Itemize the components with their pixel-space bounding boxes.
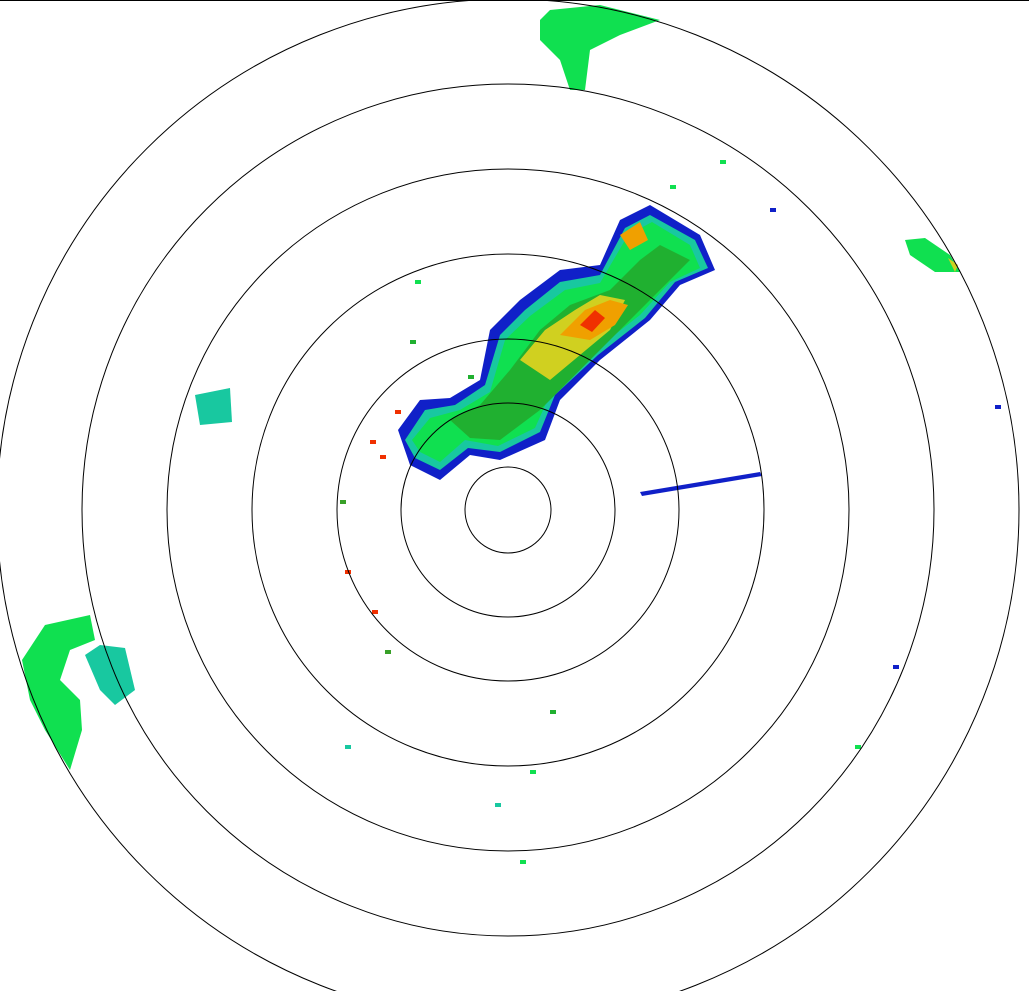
clutter-echo [345,570,351,574]
clutter-echo [995,405,1001,409]
clutter-echo [670,185,676,189]
echo-west-band [195,388,232,425]
range-ring-4 [251,253,765,767]
clutter-echo [893,665,899,669]
clutter-echo [372,610,378,614]
echo-mainline-max [580,310,605,332]
clutter-echo [380,455,386,459]
range-ring-3 [336,338,680,682]
clutter-echo [520,860,526,864]
clutter-echo [720,160,726,164]
clutter-echo [395,410,401,414]
clutter-echo [495,803,501,807]
clutter-echo [410,340,416,344]
range-ring-1 [464,466,552,554]
echo-southwest [22,615,95,770]
clutter-echo [530,770,536,774]
clutter-echo [468,375,474,379]
clutter-echo [415,280,421,284]
clutter-echo [370,440,376,444]
echo-radial-spike [640,472,762,496]
clutter-echo [855,745,861,749]
range-ring-6 [81,83,935,937]
echo-southwest-2 [85,645,135,705]
range-ring-5 [166,168,850,852]
echo-east-edge-core [948,258,958,272]
clutter-echo [770,208,776,212]
clutter-echo [340,500,346,504]
range-ring-2 [400,402,616,618]
clutter-echo [345,745,351,749]
echo-east-edge [905,238,960,272]
echo-northeast-cell [620,222,648,250]
echo-north [540,5,660,90]
clutter-echo [550,710,556,714]
frame-top-edge [0,0,1029,1]
clutter-echo [385,650,391,654]
